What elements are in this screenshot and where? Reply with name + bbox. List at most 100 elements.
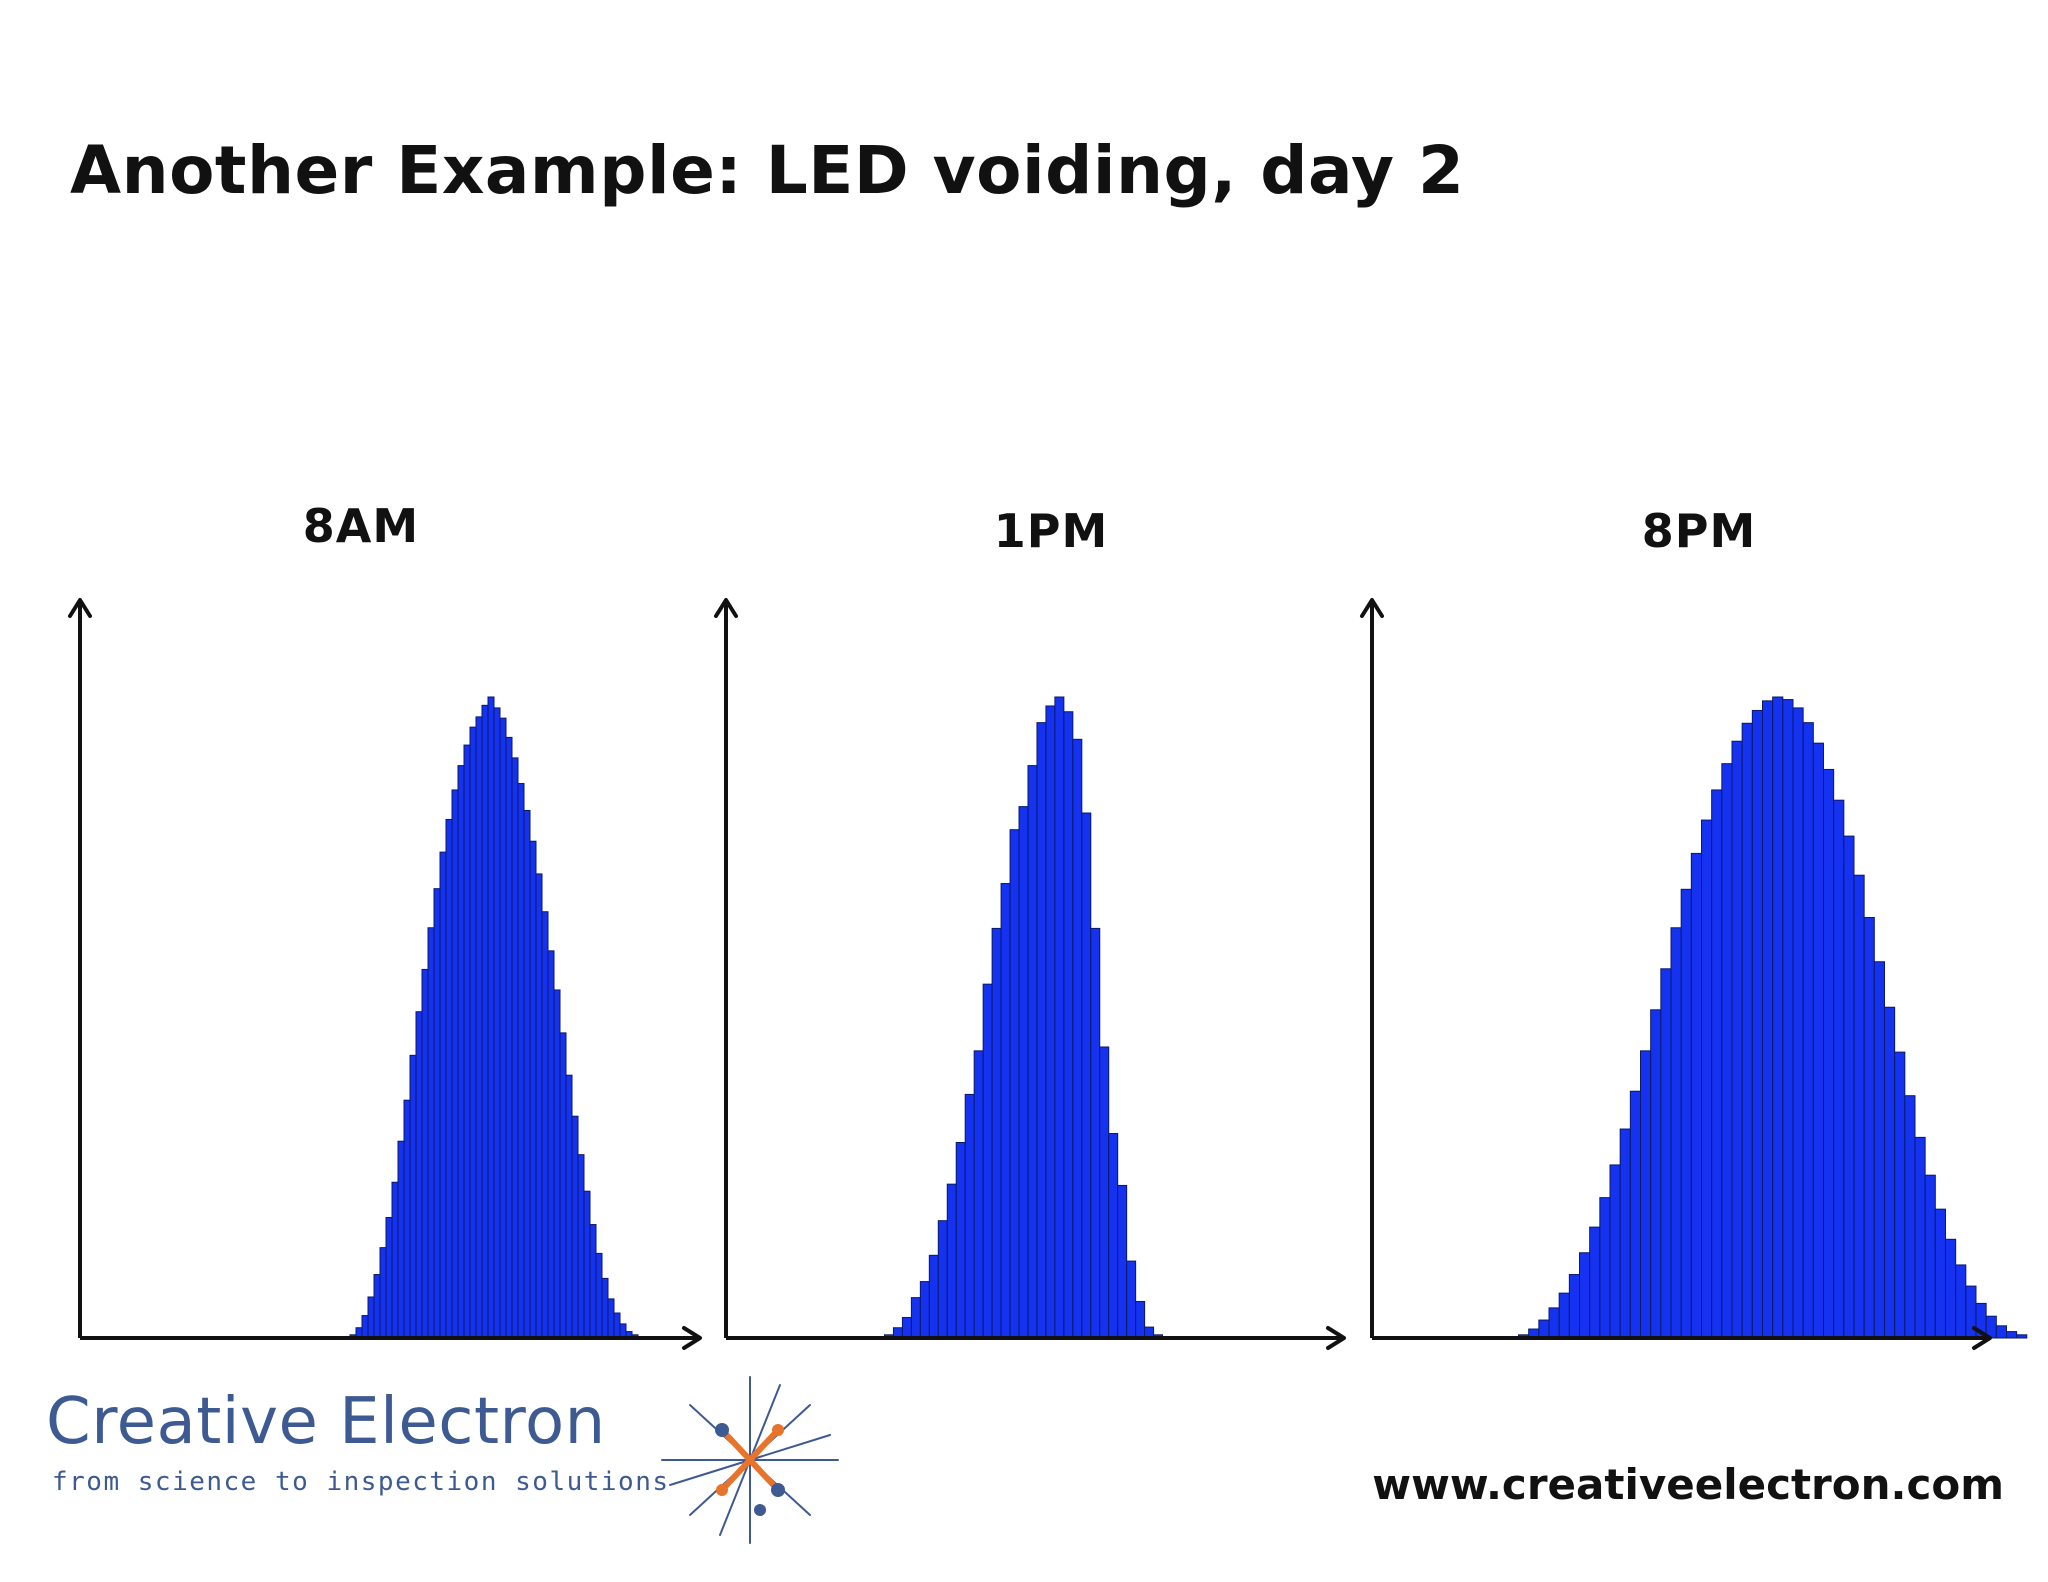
histogram-bar: [511, 757, 519, 1339]
histogram-bar: [991, 927, 1002, 1339]
histogram-bar: [1680, 888, 1692, 1339]
histogram-bar: [571, 1115, 579, 1339]
logo-wordmark: Creative Electron: [46, 1385, 606, 1459]
histogram-bar: [565, 1074, 573, 1339]
histogram-bar: [433, 888, 441, 1339]
histogram-bar: [1036, 722, 1047, 1339]
histogram-bar: [1883, 1006, 1896, 1339]
histogram-bar: [469, 726, 477, 1339]
histogram-bar: [1072, 738, 1083, 1339]
histogram-bar: [445, 818, 453, 1339]
histogram-bar: [1670, 927, 1682, 1339]
histogram-bar: [1924, 1174, 1936, 1339]
histogram-bar: [1802, 722, 1814, 1339]
histogram-bar: [1761, 700, 1774, 1339]
histogram-bar: [1944, 1238, 1957, 1339]
histogram-bar: [1027, 765, 1038, 1339]
histogram-bar: [1731, 740, 1743, 1339]
histogram-bar: [982, 983, 993, 1339]
histogram-bar: [493, 707, 501, 1339]
histogram-bar: [391, 1181, 399, 1339]
histogram-bar: [1558, 1292, 1570, 1339]
histogram-bar: [457, 765, 465, 1339]
histogram-bar: [1863, 917, 1875, 1339]
histogram-bar: [1894, 1051, 1906, 1339]
logo-star-icon: [661, 1376, 839, 1544]
x-axis-arrow-icon: [1326, 1326, 1346, 1350]
histogram-bar: [427, 927, 435, 1339]
histogram-bar: [1045, 705, 1056, 1339]
histogram-bar: [553, 989, 561, 1339]
chart-title-8am: 8AM: [302, 499, 420, 553]
histogram-bar: [1609, 1164, 1621, 1339]
histogram-bar: [397, 1140, 405, 1339]
histogram-bar: [1843, 835, 1855, 1339]
histogram-bar: [1081, 812, 1092, 1339]
histogram-bar: [373, 1274, 381, 1339]
histogram-bar: [1782, 699, 1794, 1339]
histogram-bar: [1126, 1260, 1137, 1339]
histogram-bar: [1853, 874, 1865, 1339]
chart-title-8pm: 8PM: [1641, 504, 1757, 558]
histogram-bar: [1568, 1274, 1581, 1339]
histogram-bar: [1018, 806, 1029, 1339]
histogram-bar: [403, 1099, 411, 1339]
histogram-bar: [928, 1254, 939, 1339]
histogram-bar: [385, 1216, 393, 1339]
histogram-bar: [1640, 1050, 1652, 1339]
histogram-bar: [1090, 927, 1101, 1339]
histogram-bar: [619, 1323, 627, 1339]
histogram-bar: [1904, 1095, 1916, 1339]
logo-tagline: from science to inspection solutions: [52, 1467, 670, 1497]
histogram-bar: [1934, 1208, 1946, 1339]
histogram-bar: [361, 1315, 369, 1339]
histogram-bar: [379, 1247, 387, 1339]
histogram-bar: [1741, 722, 1753, 1339]
histogram-bar: [577, 1154, 585, 1339]
histogram-bar: [1701, 819, 1713, 1339]
histogram-bar: [1873, 961, 1885, 1339]
histogram-bar: [1000, 883, 1011, 1339]
histogram-bar: [1822, 768, 1835, 1339]
y-axis-arrow-icon: [714, 598, 738, 618]
histogram-bar: [463, 744, 471, 1339]
histogram-bar: [1772, 696, 1784, 1339]
histogram-bar: [2016, 1334, 2028, 1339]
histogram-bar: [601, 1277, 609, 1339]
histogram-bar: [505, 736, 513, 1339]
histogram-bar: [946, 1183, 957, 1339]
histogram-bar: [523, 809, 531, 1339]
histogram-bar: [1792, 707, 1804, 1339]
histogram-bar: [955, 1141, 966, 1339]
y-axis-arrow-icon: [68, 598, 92, 618]
histogram-bar: [607, 1298, 615, 1339]
histogram-bar: [1690, 852, 1702, 1339]
histogram-bar: [367, 1296, 375, 1339]
histogram-bar: [613, 1312, 621, 1339]
histogram-bar: [439, 851, 447, 1339]
histogram-bar: [1548, 1307, 1560, 1339]
histogram-bar: [1099, 1046, 1110, 1339]
chart-title-1pm: 1PM: [993, 504, 1109, 558]
histogram-bar: [541, 911, 549, 1339]
histogram-bar: [421, 968, 429, 1339]
histogram-bar: [1751, 709, 1763, 1339]
histogram-bar: [1833, 799, 1845, 1339]
histogram-bar: [919, 1281, 930, 1339]
website-url: www.creativeelectron.com: [1372, 1460, 2004, 1509]
histogram-bar: [499, 717, 507, 1339]
x-axis-arrow-icon: [1972, 1326, 1992, 1350]
y-axis-arrow-icon: [1360, 598, 1384, 618]
histogram-bar: [589, 1224, 597, 1339]
histogram-bar: [973, 1050, 984, 1339]
histogram-bar: [1579, 1252, 1591, 1339]
histogram-bar: [1538, 1319, 1550, 1339]
histogram-bar: [2005, 1331, 2018, 1339]
histogram-bar: [1135, 1300, 1146, 1339]
histogram-bar: [1650, 1009, 1662, 1339]
histogram-bar: [547, 950, 555, 1339]
histogram-bar: [901, 1316, 912, 1339]
histogram-bar: [517, 783, 525, 1339]
